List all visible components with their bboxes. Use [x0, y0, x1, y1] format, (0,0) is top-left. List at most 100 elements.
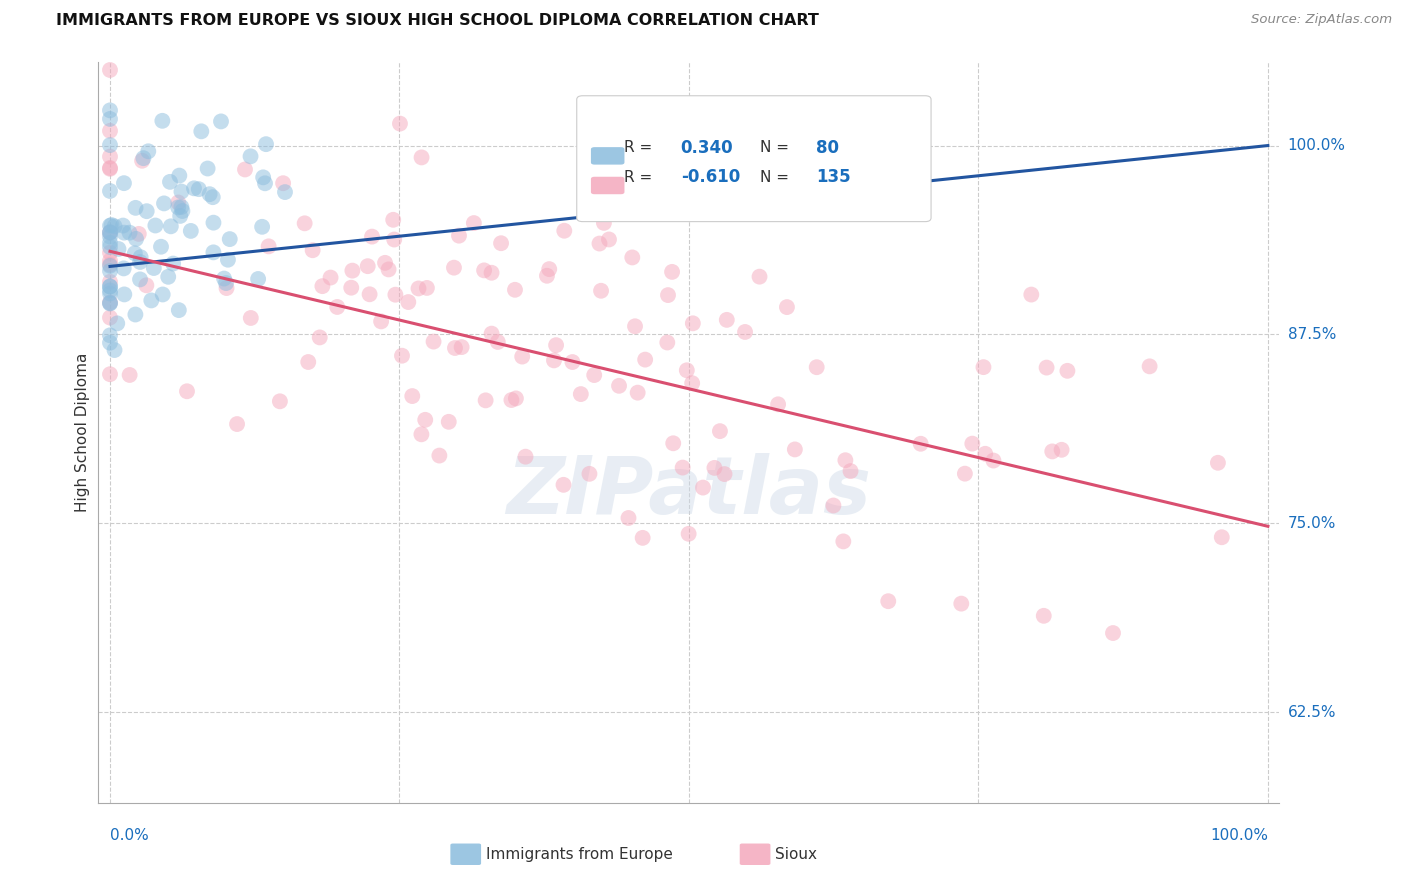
Point: [112, 226, 135, 240]
Point: [202, 216, 225, 230]
Point: [169, 169, 191, 183]
Point: [197, 161, 219, 176]
Point: [215, 276, 238, 290]
Text: N =: N =: [759, 169, 793, 185]
Point: [953, 467, 976, 481]
Point: [128, 227, 150, 241]
Point: [463, 216, 485, 230]
Point: [118, 368, 141, 382]
Point: [190, 124, 212, 138]
Point: [589, 284, 612, 298]
Point: [157, 269, 180, 284]
Point: [766, 397, 789, 411]
Point: [1040, 444, 1063, 458]
Point: [98, 264, 121, 278]
Point: [877, 594, 900, 608]
Point: [443, 260, 465, 275]
Point: [1211, 530, 1233, 544]
Point: [98, 279, 121, 293]
Point: [377, 262, 399, 277]
Point: [716, 313, 738, 327]
Point: [98, 296, 121, 310]
Point: [382, 233, 405, 247]
Point: [631, 531, 654, 545]
Point: [131, 153, 153, 168]
Point: [538, 262, 561, 277]
Point: [627, 385, 650, 400]
Point: [98, 245, 121, 260]
Point: [396, 295, 419, 310]
Point: [734, 325, 756, 339]
Point: [98, 124, 121, 138]
Point: [98, 368, 121, 382]
Point: [187, 182, 209, 196]
Point: [150, 240, 173, 254]
Point: [176, 384, 198, 399]
Point: [98, 310, 121, 325]
Point: [621, 251, 644, 265]
Point: [578, 467, 600, 481]
Point: [634, 352, 657, 367]
Point: [561, 355, 583, 369]
Point: [910, 436, 932, 450]
Point: [274, 185, 297, 199]
Point: [98, 279, 121, 293]
Text: Source: ZipAtlas.com: Source: ZipAtlas.com: [1251, 13, 1392, 27]
Text: R =: R =: [624, 169, 657, 185]
Point: [98, 286, 121, 301]
Point: [510, 350, 533, 364]
Point: [98, 295, 121, 310]
Point: [361, 229, 384, 244]
Point: [834, 453, 856, 467]
Text: 62.5%: 62.5%: [1288, 705, 1336, 720]
Point: [239, 310, 262, 325]
Point: [382, 212, 405, 227]
Point: [546, 338, 568, 352]
Point: [170, 185, 193, 199]
Text: Sioux: Sioux: [775, 847, 817, 862]
Point: [136, 145, 159, 159]
Point: [141, 293, 163, 308]
Point: [416, 281, 439, 295]
Point: [501, 392, 523, 407]
Point: [1021, 287, 1043, 301]
Point: [217, 252, 239, 267]
Point: [124, 308, 146, 322]
Point: [340, 281, 363, 295]
Text: 100.0%: 100.0%: [1288, 138, 1346, 153]
Point: [437, 415, 460, 429]
Point: [112, 176, 135, 190]
Point: [153, 196, 176, 211]
Point: [1056, 364, 1078, 378]
Point: [105, 317, 128, 331]
Point: [326, 300, 349, 314]
Point: [180, 224, 202, 238]
Point: [212, 271, 235, 285]
Point: [271, 176, 294, 190]
Point: [359, 287, 381, 301]
FancyBboxPatch shape: [450, 844, 481, 865]
Point: [183, 181, 205, 195]
Point: [543, 353, 565, 368]
FancyBboxPatch shape: [591, 147, 624, 165]
Point: [269, 394, 291, 409]
Point: [135, 278, 157, 293]
Point: [515, 450, 537, 464]
Point: [142, 260, 165, 275]
Point: [481, 266, 503, 280]
Text: 0.0%: 0.0%: [110, 828, 149, 843]
Point: [536, 268, 558, 283]
Point: [474, 393, 496, 408]
Point: [98, 229, 121, 244]
Text: IMMIGRANTS FROM EUROPE VS SIOUX HIGH SCHOOL DIPLOMA CORRELATION CHART: IMMIGRANTS FROM EUROPE VS SIOUX HIGH SCH…: [56, 13, 820, 29]
Point: [411, 427, 433, 442]
Point: [588, 236, 610, 251]
Point: [135, 204, 157, 219]
Point: [972, 360, 994, 375]
Text: N =: N =: [759, 140, 793, 155]
Point: [98, 296, 121, 310]
Point: [167, 200, 190, 214]
Point: [301, 244, 323, 258]
Point: [167, 195, 190, 210]
Point: [598, 232, 620, 246]
